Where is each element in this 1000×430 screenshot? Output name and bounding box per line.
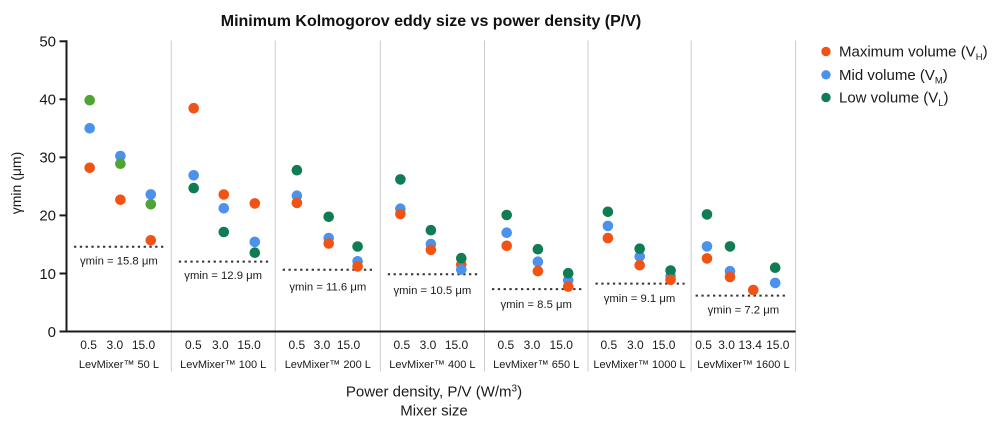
- svg-text:15.0: 15.0: [652, 338, 676, 352]
- svg-text:0: 0: [48, 324, 56, 341]
- svg-text:LevMixer™ 650 L: LevMixer™ 650 L: [493, 359, 579, 371]
- svg-text:LevMixer™ 1600 L: LevMixer™ 1600 L: [697, 359, 789, 371]
- svg-text:Maximum volume (VH): Maximum volume (VH): [839, 44, 988, 63]
- svg-text:LevMixer™ 50 L: LevMixer™ 50 L: [79, 359, 159, 371]
- svg-text:10: 10: [39, 266, 56, 283]
- svg-text:γmin = 12.9 μm: γmin = 12.9 μm: [184, 270, 262, 282]
- svg-text:40: 40: [39, 92, 56, 109]
- svg-text:0.5: 0.5: [497, 338, 514, 352]
- svg-text:γmin = 9.1 μm: γmin = 9.1 μm: [604, 293, 676, 305]
- svg-text:15.0: 15.0: [237, 338, 261, 352]
- svg-text:γmin = 11.6 μm: γmin = 11.6 μm: [289, 282, 366, 294]
- svg-text:0.5: 0.5: [600, 338, 617, 352]
- svg-text:0.5: 0.5: [695, 338, 712, 352]
- svg-text:Mid volume (VM): Mid volume (VM): [839, 67, 948, 86]
- svg-text:LevMixer™ 200 L: LevMixer™ 200 L: [285, 359, 371, 371]
- svg-text:3.0: 3.0: [524, 338, 541, 352]
- svg-text:LevMixer™ 1000 L: LevMixer™ 1000 L: [593, 359, 685, 371]
- svg-text:50: 50: [39, 34, 56, 51]
- svg-text:0.5: 0.5: [80, 338, 97, 352]
- svg-text:30: 30: [39, 150, 56, 167]
- svg-text:15.0: 15.0: [132, 338, 156, 352]
- svg-text:3.0: 3.0: [420, 338, 437, 352]
- svg-text:γmin = 15.8 μm: γmin = 15.8 μm: [80, 256, 158, 268]
- svg-text:3.0: 3.0: [212, 338, 229, 352]
- svg-text:15.0: 15.0: [550, 338, 574, 352]
- svg-text:3.0: 3.0: [107, 338, 124, 352]
- svg-text:γmin = 8.5 μm: γmin = 8.5 μm: [500, 299, 572, 311]
- svg-text:γmin = 10.5 μm: γmin = 10.5 μm: [394, 285, 472, 297]
- svg-text:15.0: 15.0: [337, 338, 361, 352]
- svg-text:3.0: 3.0: [314, 338, 331, 352]
- svg-text:Power density, P/V (W/m3): Power density, P/V (W/m3): [346, 384, 522, 401]
- svg-text:LevMixer™ 400 L: LevMixer™ 400 L: [389, 359, 475, 371]
- svg-text:Mixer size: Mixer size: [400, 403, 468, 420]
- svg-text:13.4: 13.4: [739, 338, 763, 352]
- svg-text:γmin (μm): γmin (μm): [8, 152, 24, 215]
- svg-text:0.5: 0.5: [393, 338, 410, 352]
- svg-text:γmin = 7.2 μm: γmin = 7.2 μm: [708, 305, 780, 317]
- svg-text:Minimum Kolmogorov eddy size v: Minimum Kolmogorov eddy size vs power de…: [221, 13, 642, 30]
- svg-text:0.5: 0.5: [288, 338, 305, 352]
- svg-text:3.0: 3.0: [718, 338, 735, 352]
- svg-text:20: 20: [39, 208, 56, 225]
- svg-text:3.0: 3.0: [627, 338, 644, 352]
- svg-text:LevMixer™ 100 L: LevMixer™ 100 L: [180, 359, 266, 371]
- svg-text:0.5: 0.5: [185, 338, 202, 352]
- svg-text:15.0: 15.0: [445, 338, 469, 352]
- svg-text:Low volume (VL): Low volume (VL): [839, 90, 949, 109]
- svg-text:15.0: 15.0: [766, 338, 790, 352]
